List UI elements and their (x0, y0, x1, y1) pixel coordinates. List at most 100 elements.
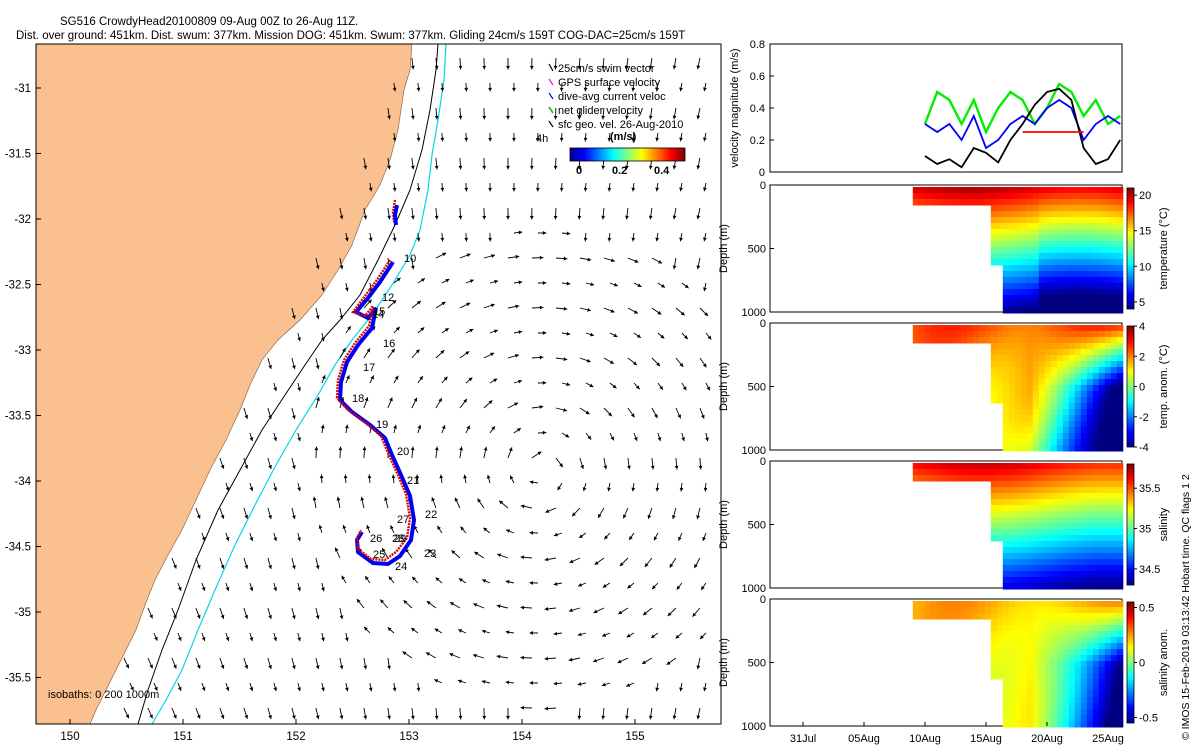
velocity-arrow (647, 507, 653, 519)
velocity-arrow (694, 557, 701, 569)
velocity-arrow (699, 632, 707, 640)
velocity-arrow (473, 603, 485, 609)
velocity-arrow (633, 332, 642, 339)
velocity-arrow (489, 378, 498, 384)
velocity-arrow (219, 707, 225, 719)
velocity-arrow (321, 374, 326, 384)
velocity-arrow (434, 679, 443, 684)
colorbar-label: temperature (°C) (1158, 207, 1170, 289)
velocity-arrow (631, 232, 636, 242)
velocity-arrow (505, 580, 515, 584)
velocity-arrow (601, 632, 611, 637)
velocity-arrow (703, 282, 707, 292)
velocity-arrow (679, 132, 683, 142)
velocity-arrow (410, 207, 415, 220)
velocity-arrow (177, 582, 182, 592)
velocity-arrow (368, 232, 373, 242)
velocity-arrow (482, 579, 491, 584)
velocity-arrow (553, 157, 558, 170)
velocity-arrow (415, 474, 420, 484)
velocity-arrow (315, 707, 320, 720)
velocity-arrow (672, 257, 677, 270)
velocity-arrow (243, 607, 249, 620)
velocity-arrow (483, 527, 491, 534)
velocity-arrow (557, 482, 563, 491)
velocity-arrow (434, 107, 439, 120)
velocity-y-tick: 0.2 (750, 135, 765, 147)
velocity-arrow (459, 446, 463, 459)
velocity-arrow (631, 132, 636, 142)
velocity-arrow (692, 607, 701, 617)
velocity-arrow (537, 281, 547, 285)
velocity-arrow (585, 282, 595, 287)
section-heatmap-cells (912, 463, 1124, 590)
velocity-arrow (364, 575, 371, 584)
velocity-arrow (679, 682, 683, 692)
velocity-arrow (458, 629, 467, 634)
velocity-arrow (699, 357, 707, 368)
map-y-tick: -33 (14, 345, 31, 357)
velocity-arrow (666, 657, 677, 666)
velocity-arrow (520, 655, 532, 660)
day-label: 21 (407, 475, 419, 487)
section-y-tick: 0 (760, 456, 766, 468)
velocity-arrow (477, 498, 485, 509)
velocity-arrow (675, 632, 683, 639)
date-x-tick: 15Aug (970, 733, 1002, 745)
velocity-arrow (297, 482, 301, 492)
velocity-arrow (481, 680, 491, 684)
velocity-arrow (678, 532, 683, 541)
section-y-tick: 0 (760, 180, 766, 192)
velocity-arrow (267, 507, 272, 520)
velocity-arrow (336, 496, 341, 509)
velocity-arrow (249, 682, 254, 692)
velocity-arrow (577, 682, 587, 686)
velocity-arrow (703, 182, 707, 192)
velocity-series-line (924, 87, 1121, 169)
velocity-arrow (513, 379, 523, 384)
velocity-arrow (506, 157, 510, 170)
velocity-arrow (625, 57, 629, 70)
velocity-arrow (291, 507, 296, 520)
map-x-tick: 152 (286, 731, 305, 743)
velocity-arrow (465, 425, 471, 434)
date-x-tick: 25Aug (1092, 733, 1124, 745)
velocity-arrow (435, 397, 443, 409)
velocity-arrow (339, 657, 344, 670)
velocity-arrow (339, 707, 344, 720)
velocity-arrow (553, 207, 558, 220)
velocity-arrow (577, 57, 582, 70)
velocity-arrow (273, 632, 278, 642)
velocity-arrow (488, 232, 493, 242)
velocity-arrow (607, 132, 612, 142)
map-x-tick: 153 (399, 731, 418, 743)
day-label: 10 (404, 253, 416, 265)
velocity-arrow (459, 398, 468, 409)
velocity-arrow (651, 582, 659, 590)
velocity-arrow (603, 407, 613, 417)
velocity-arrow (609, 382, 617, 389)
velocity-arrow (363, 157, 368, 170)
velocity-arrow (531, 255, 544, 260)
velocity-arrow (486, 474, 491, 484)
velocity-arrow (498, 500, 509, 509)
velocity-arrow (705, 332, 712, 340)
colorbar-tick: -0.5 (1139, 713, 1158, 725)
velocity-arrow (594, 557, 605, 566)
velocity-arrow (249, 632, 254, 642)
velocity-y-tick: 0.8 (750, 39, 765, 51)
velocity-arrow (607, 232, 612, 242)
velocity-arrow (339, 607, 344, 620)
velocity-arrow (520, 605, 532, 610)
velocity-arrow (617, 657, 629, 664)
velocity-arrow (411, 576, 419, 584)
velocity-arrow (705, 432, 709, 442)
map-y-tick: -33.5 (5, 411, 31, 423)
section-chart: 0 500 1000 Depth (m) 4 2 0 -2 -4 temp. anom. (°C) (718, 318, 1170, 457)
velocity-arrow (219, 507, 225, 519)
velocity-arrow (273, 682, 278, 692)
section-y-tick: 1000 (742, 721, 766, 733)
velocity-arrow (603, 307, 615, 313)
velocity-arrow (657, 432, 662, 442)
velocity-arrow (402, 651, 413, 659)
